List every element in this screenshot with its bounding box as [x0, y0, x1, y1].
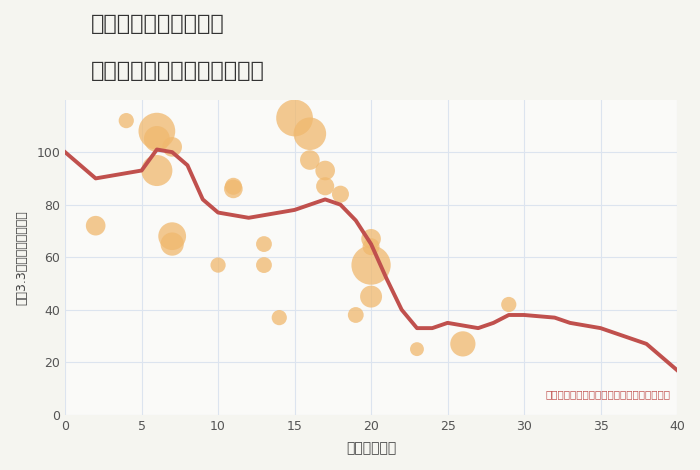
X-axis label: 築年数（年）: 築年数（年） [346, 441, 396, 455]
Point [258, 240, 270, 248]
Point [274, 314, 285, 321]
Point [120, 117, 132, 125]
Point [365, 235, 377, 243]
Point [228, 185, 239, 193]
Point [365, 293, 377, 300]
Point [503, 301, 514, 308]
Point [320, 182, 331, 190]
Point [320, 167, 331, 174]
Point [167, 233, 178, 240]
Point [304, 130, 316, 138]
Point [258, 261, 270, 269]
Point [365, 243, 377, 251]
Point [151, 127, 162, 135]
Text: 築年数別中古マンション価格: 築年数別中古マンション価格 [91, 61, 265, 81]
Point [412, 345, 423, 353]
Point [167, 240, 178, 248]
Point [289, 114, 300, 122]
Point [335, 190, 346, 198]
Text: 三重県津市美杉町竹原: 三重県津市美杉町竹原 [91, 14, 225, 34]
Point [350, 311, 361, 319]
Point [365, 261, 377, 269]
Y-axis label: 坪（3.3㎡）単価（万円）: 坪（3.3㎡）単価（万円） [15, 210, 28, 305]
Point [304, 156, 316, 164]
Point [151, 135, 162, 143]
Point [457, 340, 468, 348]
Text: 円の大きさは、取引のあった物件面積を示す: 円の大きさは、取引のあった物件面積を示す [546, 389, 671, 399]
Point [228, 182, 239, 190]
Point [151, 167, 162, 174]
Point [167, 143, 178, 151]
Point [90, 222, 101, 229]
Point [213, 261, 224, 269]
